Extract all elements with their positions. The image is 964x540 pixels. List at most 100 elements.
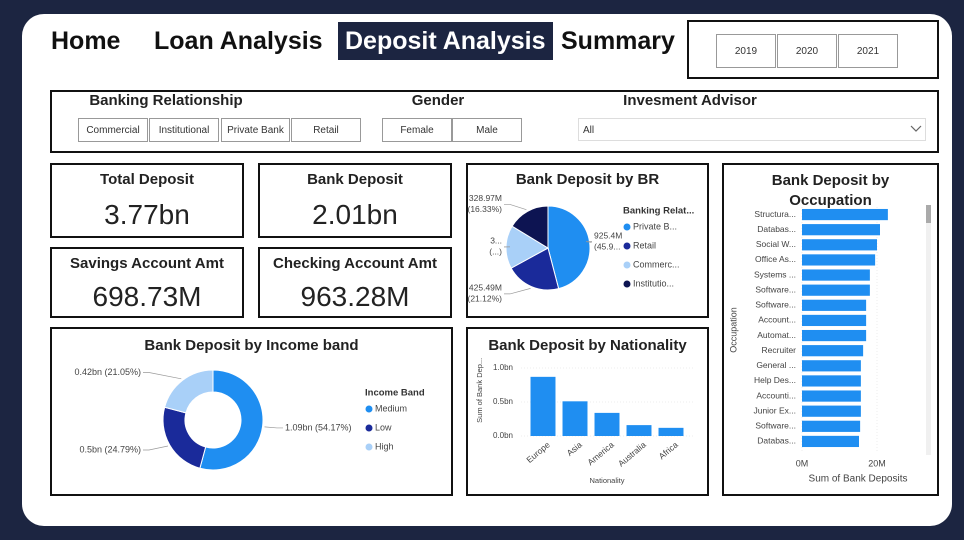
- bar: [802, 239, 877, 251]
- kpi-label: Total Deposit: [100, 171, 194, 188]
- bar: [658, 427, 684, 436]
- chart-card: Bank Deposit by Nationality: [466, 327, 709, 496]
- nav-tab[interactable]: Deposit Analysis: [338, 22, 553, 60]
- leader-line: [143, 445, 169, 451]
- kpi-card: Savings Account Amt 698.73M: [50, 247, 244, 318]
- year-button[interactable]: 2019: [716, 34, 776, 68]
- year-button[interactable]: 2020: [777, 34, 837, 68]
- y-axis-title: Sum of Bank Dep...: [475, 358, 484, 423]
- kpi-value: 2.01bn: [312, 199, 398, 230]
- data-label: 425.49M: [469, 283, 502, 293]
- y-tick-label: 0.5bn: [493, 397, 513, 406]
- data-label: 925.4M: [594, 230, 622, 240]
- legend-title: Income Band: [365, 388, 425, 399]
- leader-line: [143, 372, 182, 380]
- y-tick-label: Automat...: [757, 330, 796, 340]
- data-label: (21.12%): [468, 294, 503, 304]
- legend-marker: [365, 405, 373, 413]
- legend-marker: [623, 242, 631, 250]
- filter-button[interactable]: Commercial: [78, 118, 148, 142]
- filter-button[interactable]: Male: [452, 118, 522, 142]
- kpi-label: Savings Account Amt: [70, 255, 224, 272]
- bar: [802, 345, 864, 357]
- data-label: 3...: [490, 236, 502, 246]
- bar: [802, 329, 867, 342]
- x-tick-label: America: [585, 439, 616, 467]
- slice: [510, 247, 560, 291]
- dropdown-chevron: [910, 125, 922, 132]
- x-tick-label: 0M: [796, 458, 809, 468]
- scrollbar-track: [926, 205, 931, 455]
- filter-button[interactable]: Retail: [291, 118, 361, 142]
- legend-label: Retail: [633, 240, 656, 250]
- bar: [562, 401, 588, 436]
- bar: [802, 284, 870, 296]
- x-tick-label: Australia: [616, 439, 648, 468]
- y-tick-label: Databas...: [757, 436, 796, 446]
- y-tick-label: 1.0bn: [493, 363, 513, 372]
- y-tick-label: Junior Ex...: [753, 405, 796, 415]
- year-button[interactable]: 2021: [838, 34, 898, 68]
- bar: [594, 412, 620, 436]
- filter-label: Banking Relationship: [89, 92, 243, 109]
- leader-line: [504, 288, 531, 295]
- bar: [802, 375, 861, 387]
- x-axis-title: Sum of Bank Deposits: [809, 474, 908, 485]
- legend-marker: [365, 424, 373, 432]
- legend-marker: [623, 261, 631, 269]
- slice: [547, 205, 591, 290]
- bar: [530, 376, 556, 436]
- data-label: 1.09bn (54.17%): [285, 422, 352, 432]
- filter-label: Invesment Advisor: [623, 92, 757, 109]
- slice: [511, 205, 549, 249]
- nav-tab[interactable]: Loan Analysis: [154, 27, 323, 55]
- y-tick-label: Systems ...: [754, 269, 796, 279]
- legend-marker: [623, 280, 631, 288]
- y-tick-label: Databas...: [757, 224, 796, 234]
- bar: [802, 299, 867, 311]
- y-tick-label: Recruiter: [762, 345, 797, 355]
- y-tick-label: Software...: [755, 421, 796, 431]
- legend-title: Banking Relat...: [623, 206, 694, 217]
- chart-title: Bank Deposit by BR: [515, 171, 660, 188]
- filter-button[interactable]: Private Bank: [221, 118, 290, 142]
- y-tick-label: Office As...: [755, 254, 796, 264]
- bar: [802, 314, 867, 327]
- y-tick-label: Accounti...: [756, 390, 796, 400]
- nav-tab[interactable]: Home: [51, 27, 121, 55]
- scrollbar-thumb[interactable]: [926, 205, 931, 223]
- y-tick-label: Software...: [755, 300, 796, 310]
- y-axis-title: Occupation: [728, 307, 738, 353]
- legend-label: Low: [375, 422, 392, 432]
- data-label: (16.33%): [468, 204, 503, 214]
- nav-tab[interactable]: Summary: [561, 27, 675, 55]
- legend-label: Institutio...: [633, 278, 674, 288]
- slice: [164, 369, 214, 414]
- x-tick-label: 20M: [868, 458, 886, 468]
- legend-marker: [365, 443, 373, 451]
- dropdown[interactable]: All: [578, 118, 926, 141]
- data-label: (...): [489, 247, 502, 257]
- chart-title: Bank Deposit by Nationality: [488, 337, 687, 354]
- y-tick-label: Structura...: [754, 209, 796, 219]
- filter-label: Gender: [411, 92, 465, 109]
- bar: [626, 425, 652, 436]
- y-tick-label: Account...: [758, 315, 796, 325]
- data-label: 328.97M: [469, 193, 502, 203]
- x-tick-label: Europe: [524, 439, 552, 464]
- bar: [802, 435, 859, 448]
- legend-label: Private B...: [633, 221, 677, 231]
- y-tick-label: Software...: [755, 284, 796, 294]
- bar: [802, 420, 861, 432]
- filter-button[interactable]: Institutional: [149, 118, 219, 142]
- y-tick-label: 0.0bn: [493, 431, 513, 440]
- filter-button[interactable]: Female: [382, 118, 452, 142]
- x-tick-label: Africa: [657, 439, 680, 461]
- y-tick-label: Help Des...: [754, 375, 796, 385]
- chart-title: Bank Deposit by Income band: [144, 337, 359, 354]
- x-tick-label: Asia: [565, 439, 584, 457]
- kpi-card: Bank Deposit 2.01bn: [258, 163, 452, 238]
- legend-label: Commerc...: [633, 259, 680, 269]
